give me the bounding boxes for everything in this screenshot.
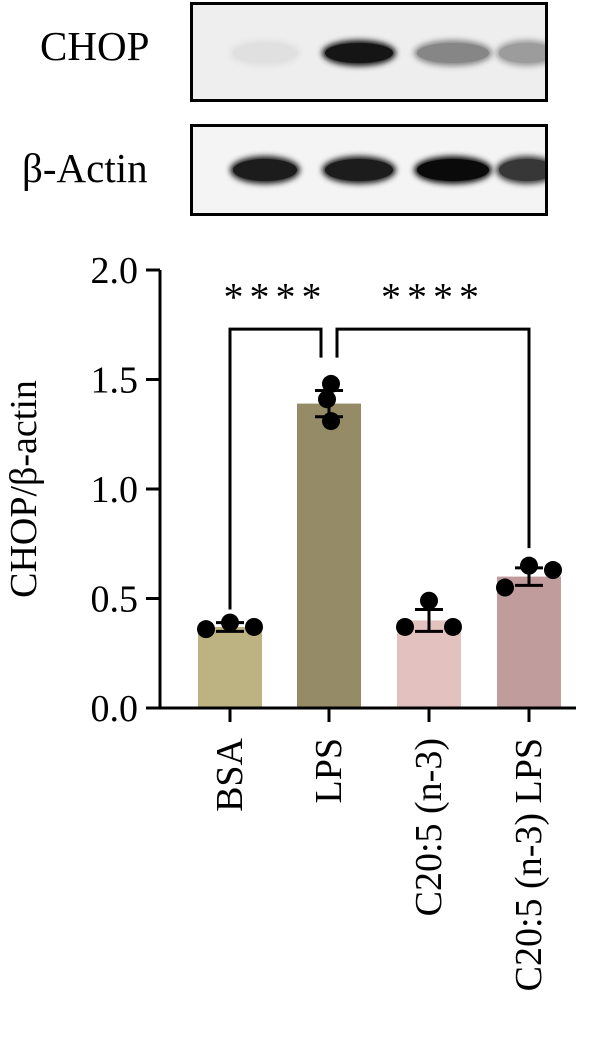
blot-image-actin	[190, 124, 548, 216]
data-point-2-1	[420, 591, 438, 610]
data-point-3-1	[520, 556, 538, 575]
data-point-3-0	[496, 578, 514, 597]
y-tick-label-1: 0.5	[91, 579, 139, 621]
bar-1	[297, 403, 361, 708]
chop-band-c205-lps	[499, 43, 545, 63]
data-point-0-2	[245, 617, 263, 636]
data-point-1-1	[318, 390, 336, 409]
data-point-1-0	[322, 412, 340, 431]
data-point-0-1	[221, 613, 239, 632]
actin-band-bsa	[233, 159, 297, 181]
data-point-2-0	[396, 617, 414, 636]
chop-band-lps	[325, 43, 393, 63]
blot-label-chop: CHOP	[40, 23, 150, 69]
x-tick-label-3: C20:5 (n-3) LPS	[508, 738, 550, 991]
blot-image-chop	[190, 2, 548, 102]
bar-0	[198, 626, 262, 708]
bar-3	[497, 576, 561, 708]
significance-bracket-1	[335, 327, 531, 549]
y-tick-label-3: 1.5	[91, 360, 139, 402]
x-tick-label-2: C20:5 (n-3)	[408, 738, 450, 916]
y-tick-label-4: 2.0	[91, 250, 139, 292]
y-tick-label-0: 0.0	[91, 688, 139, 730]
actin-band-lps	[325, 159, 393, 181]
data-point-0-0	[197, 620, 215, 639]
data-point-1-2	[322, 374, 340, 393]
chop-band-c205	[417, 43, 489, 63]
data-point-3-2	[544, 561, 562, 580]
actin-band-c205-lps	[499, 159, 545, 181]
significance-bracket-0	[228, 327, 323, 610]
chop-band-bsa	[233, 43, 297, 63]
significance-label-1: ****	[381, 274, 485, 319]
actin-band-c205	[417, 159, 489, 181]
x-tick-label-0: BSA	[209, 737, 251, 811]
y-tick-label-2: 1.0	[91, 469, 139, 511]
significance-label-0: ****	[224, 274, 328, 319]
data-point-2-2	[444, 617, 462, 636]
blot-label-actin: β-Actin	[22, 145, 148, 191]
x-tick-label-1: LPS	[308, 738, 350, 803]
y-axis-label: CHOP/β-actin	[3, 380, 45, 598]
